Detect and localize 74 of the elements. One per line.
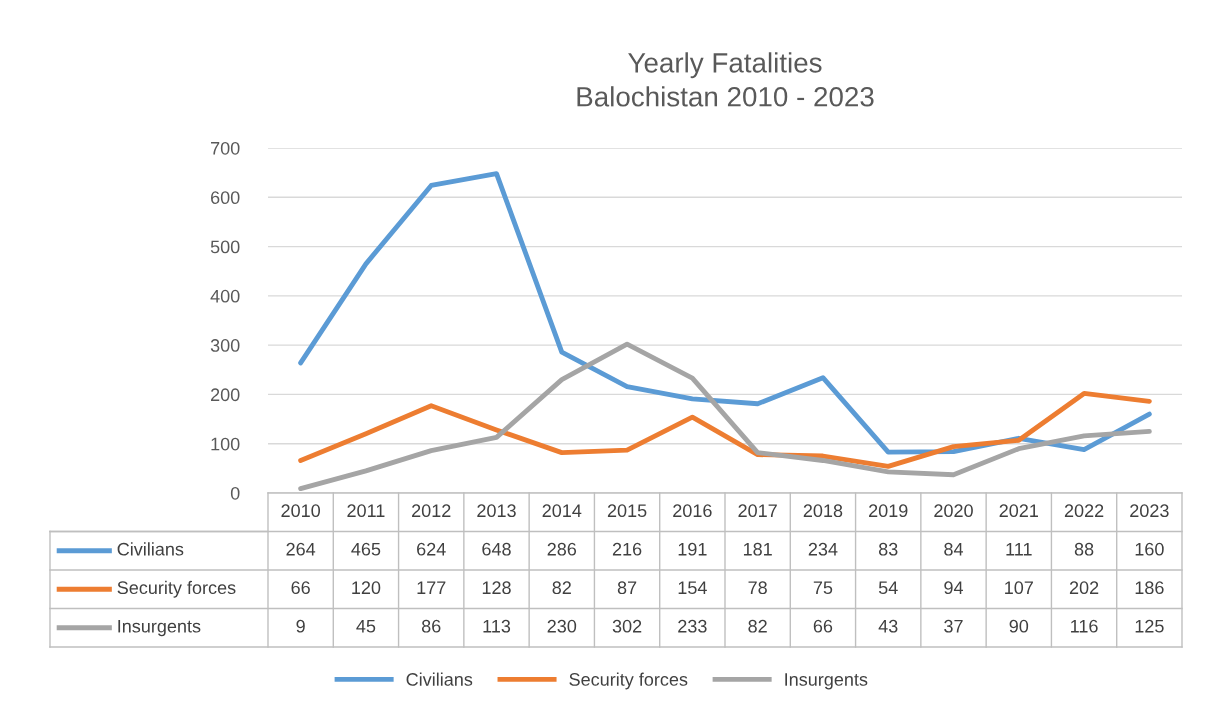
x-tick-label: 2021 (999, 504, 1038, 518)
data-label: 286 (547, 542, 577, 556)
text: Security forces (569, 672, 688, 690)
x-tick-label: 2019 (869, 504, 908, 518)
data-label: 128 (482, 581, 511, 595)
data-label: 191 (678, 542, 707, 556)
data-label: 177 (417, 581, 446, 594)
data-label: 160 (1135, 542, 1164, 556)
legend-label: Insurgents (118, 620, 201, 637)
x-tick-label: 2012 (412, 504, 451, 518)
data-label: 302 (612, 619, 642, 633)
data-label: 264 (286, 542, 316, 556)
data-label: 111 (1006, 543, 1032, 556)
data-label: 107 (1005, 581, 1033, 595)
data-label: 154 (678, 581, 707, 595)
y-tick-label: 200 (211, 388, 240, 402)
line-series (298, 391, 1152, 469)
data-label: 37 (944, 619, 963, 633)
data-label: 120 (352, 581, 381, 595)
data-label: 88 (1074, 542, 1094, 556)
y-tick-label: 400 (210, 289, 240, 303)
x-tick-label: 2020 (934, 504, 973, 518)
data-label: 78 (748, 581, 767, 595)
data-label: 94 (944, 581, 964, 595)
data-label: 125 (1135, 619, 1164, 633)
y-tick-label: 700 (211, 141, 240, 155)
x-tick-label: 2023 (1130, 504, 1169, 518)
text: Insurgents (785, 673, 868, 690)
data-label: 202 (1069, 581, 1099, 595)
data-label: 181 (743, 542, 772, 556)
x-tick-label: 2015 (607, 504, 647, 518)
data-label: 54 (878, 581, 898, 595)
x-tick-label: 2011 (347, 504, 385, 518)
x-tick-label: 2018 (803, 504, 843, 518)
data-label: 624 (417, 542, 446, 556)
x-tick-label: 2014 (542, 504, 582, 518)
data-label: 234 (808, 542, 838, 556)
data-label: 66 (291, 581, 310, 595)
y-tick-label: 300 (210, 339, 240, 352)
data-label: 648 (482, 542, 511, 556)
chart-title: Yearly Fatalities Balochistan 2010 - 2023 (577, 52, 874, 107)
data-label: 87 (617, 581, 637, 595)
data-label: 116 (1071, 619, 1098, 633)
x-tick-label: 2016 (673, 504, 712, 518)
data-label: 233 (678, 619, 707, 633)
legend-label: Civilians (117, 542, 184, 556)
data-label: 66 (813, 619, 833, 633)
text: Civilians (406, 672, 473, 686)
data-label: 113 (483, 619, 511, 633)
data-label: 45 (356, 620, 376, 633)
data-label: 9 (296, 619, 305, 633)
legend-label: Security forces (117, 580, 236, 598)
x-tick-label: 2013 (477, 504, 516, 518)
x-tick-label: 2022 (1064, 504, 1104, 518)
y-tick-label: 0 (230, 486, 240, 500)
data-label: 75 (813, 581, 833, 595)
data-label: 43 (878, 619, 898, 633)
data-label: 230 (547, 619, 577, 633)
y-tick-label: 100 (211, 437, 240, 451)
line-series (298, 341, 1152, 491)
data-label: 84 (944, 542, 964, 556)
data-label: 90 (1009, 619, 1029, 633)
data-label: 83 (878, 542, 898, 556)
line-series (298, 171, 1152, 455)
data-label: 216 (612, 542, 642, 556)
data-label: 465 (351, 542, 381, 556)
y-tick-label: 500 (210, 240, 240, 254)
data-label: 82 (748, 619, 767, 633)
data-label: 186 (1135, 581, 1164, 595)
data-label: 82 (552, 581, 571, 595)
x-tick-label: 2017 (738, 504, 777, 518)
y-tick-label: 600 (211, 191, 240, 205)
data-label: 86 (421, 619, 441, 633)
x-tick-label: 2010 (281, 504, 321, 518)
